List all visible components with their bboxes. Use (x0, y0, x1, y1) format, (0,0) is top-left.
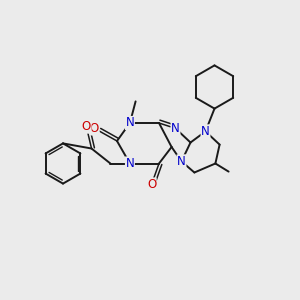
Text: N: N (177, 155, 186, 168)
Text: N: N (171, 122, 180, 135)
Text: O: O (90, 122, 99, 135)
Text: O: O (147, 178, 156, 191)
Text: N: N (125, 116, 134, 130)
Text: N: N (125, 157, 134, 170)
Text: N: N (201, 125, 210, 138)
Text: O: O (82, 120, 91, 133)
